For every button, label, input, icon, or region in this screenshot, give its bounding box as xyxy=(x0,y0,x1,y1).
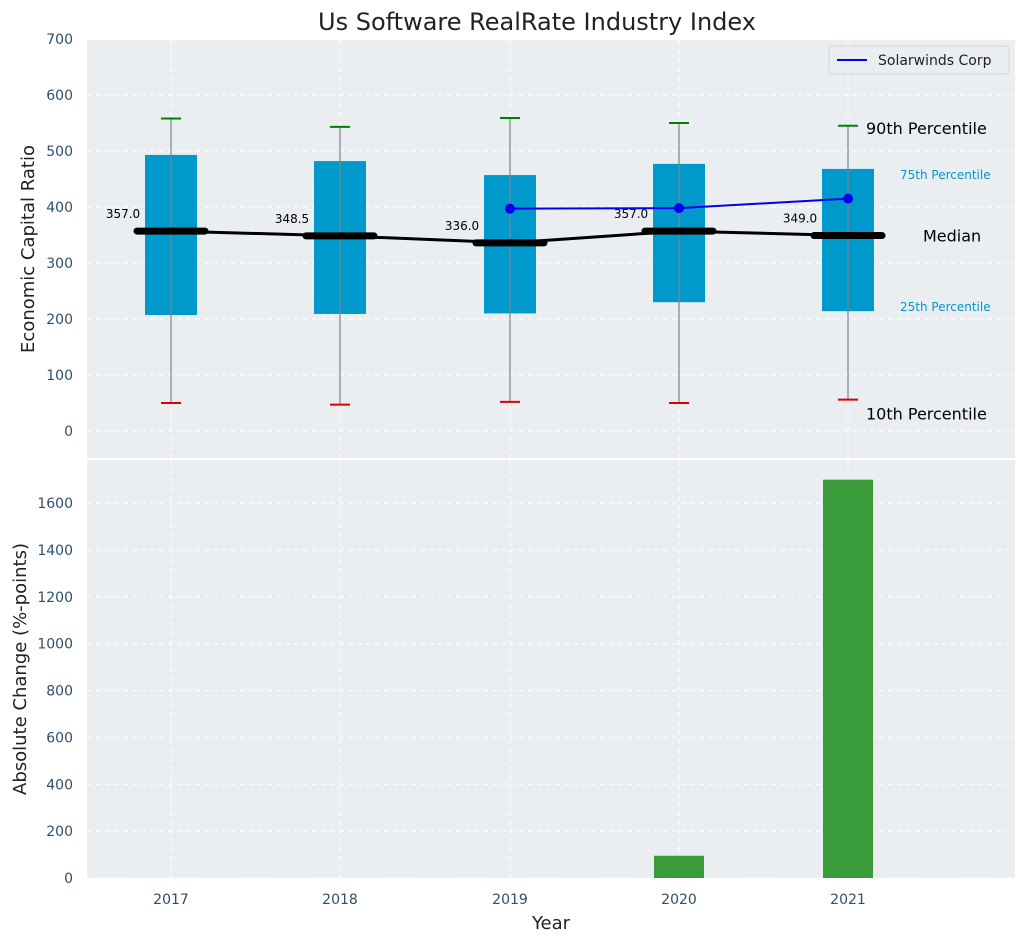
x-axis-label: Year xyxy=(531,913,571,934)
x-tick-labels: 2017 2018 2019 2020 2021 xyxy=(153,892,866,908)
box-plots: 357.0 348.5 336.0 357.0 349.0 xyxy=(106,116,886,406)
x-tick-label-2017: 2017 xyxy=(153,892,189,908)
bottom-y-tick-label: 200 xyxy=(46,824,73,840)
annotation-p10: 10th Percentile xyxy=(866,405,987,424)
top-y-tick-labels: 0 100 200 300 400 500 600 700 xyxy=(46,32,73,440)
median-label-2021: 349.0 xyxy=(783,212,817,226)
bottom-y-tick-label: 1000 xyxy=(37,637,73,653)
solarwinds-point-2019 xyxy=(505,203,515,214)
top-y-tick-label: 700 xyxy=(46,32,73,48)
solarwinds-point-2020 xyxy=(674,203,684,214)
annotation-p90: 90th Percentile xyxy=(866,119,987,138)
change-bar-2021 xyxy=(823,479,873,878)
bottom-y-tick-label: 1200 xyxy=(37,590,73,606)
chart-title: Us Software RealRate Industry Index xyxy=(318,8,756,36)
change-bars xyxy=(654,479,873,878)
top-plot-area xyxy=(87,40,1015,458)
bottom-y-tick-label: 400 xyxy=(46,777,73,793)
annotation-p75: 75th Percentile xyxy=(900,168,991,182)
bottom-y-tick-label: 600 xyxy=(46,730,73,746)
legend-box xyxy=(828,45,1010,75)
median-label-2017: 357.0 xyxy=(106,207,140,221)
top-y-tick-label: 400 xyxy=(46,200,73,216)
annotation-median: Median xyxy=(923,227,981,246)
annotation-p25: 25th Percentile xyxy=(900,300,991,314)
percentile-annotations: 90th Percentile 75th Percentile Median 25th… xyxy=(866,119,991,424)
legend: Solarwinds Corp xyxy=(828,45,1010,75)
top-y-tick-label: 500 xyxy=(46,144,73,160)
x-tick-label-2018: 2018 xyxy=(322,892,358,908)
median-label-2019: 336.0 xyxy=(445,219,479,233)
bottom-y-tick-label: 1600 xyxy=(37,496,73,512)
top-y-tick-label: 300 xyxy=(46,256,73,272)
change-bar-2020 xyxy=(654,855,704,878)
x-tick-label-2019: 2019 xyxy=(492,892,528,908)
bottom-y-axis-label: Absolute Change (%-points) xyxy=(10,543,31,795)
top-y-tick-label: 100 xyxy=(46,368,73,384)
x-tick-label-2020: 2020 xyxy=(661,892,697,908)
bottom-y-tick-labels: 0 200 400 600 800 1000 1200 1400 1600 xyxy=(37,496,73,887)
top-y-tick-label: 600 xyxy=(46,88,73,104)
bottom-plot-area xyxy=(87,460,1015,878)
median-label-2018: 348.5 xyxy=(275,212,309,226)
bottom-y-tick-label: 1400 xyxy=(37,543,73,559)
x-tick-label-2021: 2021 xyxy=(830,892,866,908)
bottom-y-tick-label: 0 xyxy=(64,871,73,887)
top-y-tick-label: 0 xyxy=(64,424,73,440)
bottom-y-tick-label: 800 xyxy=(46,684,73,700)
top-y-axis-label: Economic Capital Ratio xyxy=(18,145,39,353)
solarwinds-point-2021 xyxy=(843,193,853,204)
top-y-tick-label: 200 xyxy=(46,312,73,328)
legend-solarwinds-label: Solarwinds Corp xyxy=(878,53,992,69)
median-label-2020: 357.0 xyxy=(614,207,648,221)
